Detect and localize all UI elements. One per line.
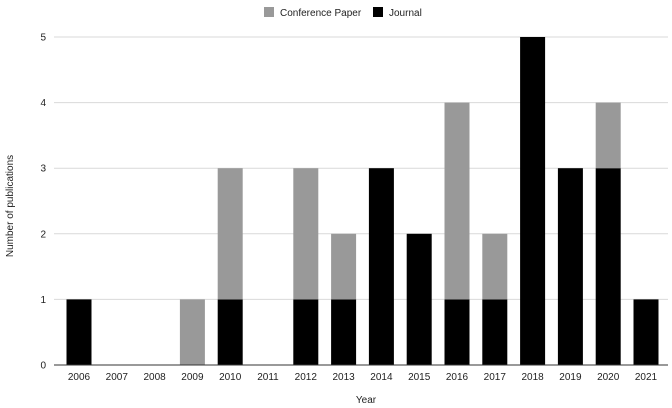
y-tick-label: 0 [40, 361, 46, 372]
x-tick-label: 2016 [446, 372, 469, 383]
bar-conference-paper-2012 [293, 168, 319, 300]
bar-journal-2016 [444, 299, 470, 365]
bar-journal-2012 [293, 299, 319, 365]
bar-journal-2018 [520, 37, 546, 365]
x-tick-label: 2006 [68, 372, 91, 383]
y-axis-ticks: 0 1 2 3 4 5 [40, 33, 46, 372]
y-tick-label: 5 [40, 33, 46, 44]
bar-journal-2010 [217, 299, 243, 365]
x-tick-label: 2007 [106, 372, 129, 383]
y-axis-title: Number of publications [5, 155, 16, 257]
bar-conference-paper-2010 [217, 168, 243, 300]
x-tick-label: 2019 [559, 372, 582, 383]
x-tick-label: 2011 [257, 372, 279, 383]
bar-conference-paper-2020 [595, 102, 621, 169]
x-tick-label: 2009 [181, 372, 204, 383]
bar-conference-paper-2013 [331, 233, 357, 300]
y-tick-label: 1 [40, 295, 46, 306]
legend-label-conference-paper: Conference Paper [280, 8, 362, 19]
bar-conference-paper-2009 [179, 299, 205, 365]
bar-journal-2017 [482, 299, 508, 365]
bar-journal-2020 [595, 168, 621, 365]
bar-conference-paper-2017 [482, 233, 508, 300]
bar-journal-2019 [557, 168, 583, 365]
x-axis-title: Year [356, 395, 377, 406]
legend-label-journal: Journal [389, 8, 422, 19]
y-tick-label: 2 [40, 229, 46, 240]
bar-journal-2013 [331, 299, 357, 365]
y-tick-label: 4 [40, 98, 46, 109]
x-tick-label: 2014 [370, 372, 393, 383]
bar-journal-2006 [66, 299, 92, 365]
x-tick-label: 2020 [597, 372, 620, 383]
x-tick-label: 2010 [219, 372, 242, 383]
bar-conference-paper-2016 [444, 102, 470, 300]
legend-swatch-journal [373, 7, 383, 17]
bar-journal-2015 [406, 233, 432, 365]
x-tick-label: 2021 [635, 372, 658, 383]
legend-swatch-conference-paper [264, 7, 274, 17]
legend: Conference Paper Journal [264, 7, 422, 19]
x-tick-label: 2017 [484, 372, 507, 383]
bar-journal-2014 [368, 168, 394, 365]
bars [66, 37, 659, 365]
bar-journal-2021 [633, 299, 659, 365]
x-tick-label: 2012 [295, 372, 318, 383]
x-axis-ticks: 2006 2007 2008 2009 2010 2011 2012 2013 2014 2015… [68, 372, 658, 383]
x-tick-label: 2018 [521, 372, 544, 383]
x-tick-label: 2015 [408, 372, 431, 383]
x-tick-label: 2013 [332, 372, 355, 383]
y-tick-label: 3 [40, 164, 46, 175]
x-tick-label: 2008 [143, 372, 166, 383]
